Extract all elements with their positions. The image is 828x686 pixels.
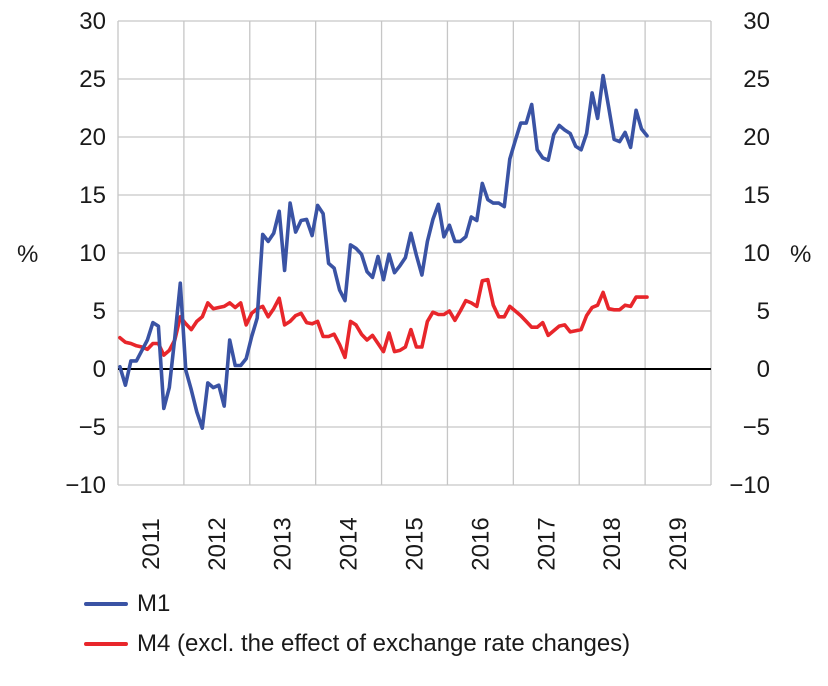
x-tick-label: 2016 <box>467 517 494 570</box>
y-tick-label-right: 10 <box>743 240 770 267</box>
y-axis-left: 30 25 20 15 10 5 0 −5 −10 <box>65 8 106 499</box>
y-tick-label-left: 25 <box>79 66 106 93</box>
y-tick-label-left: 5 <box>93 298 106 325</box>
y-tick-label-right: −10 <box>729 472 770 499</box>
y-axis-left-unit: % <box>17 241 38 268</box>
y-tick-label-left: 30 <box>79 8 106 35</box>
series-layer <box>118 73 649 431</box>
y-tick-label-left: −10 <box>65 472 106 499</box>
x-tick-label: 2019 <box>665 517 692 570</box>
y-tick-label-left: 0 <box>93 356 106 383</box>
y-tick-label-left: 15 <box>79 182 106 209</box>
series-line-m1 <box>118 73 649 431</box>
y-axis-right-unit: % <box>790 241 811 268</box>
y-tick-label-right: 15 <box>743 182 770 209</box>
y-tick-label-left: −5 <box>79 414 106 441</box>
legend-label-m1: M1 <box>137 590 171 617</box>
x-tick-label: 2018 <box>599 517 626 570</box>
x-tick-label: 2017 <box>533 517 560 570</box>
legend-swatch-m1 <box>84 602 128 606</box>
legend-label-m4: M4 (excl. the effect of exchange rate ch… <box>137 630 631 657</box>
x-tick-label: 2011 <box>138 518 165 570</box>
x-tick-label: 2014 <box>336 517 363 570</box>
gridlines <box>117 20 712 486</box>
y-tick-label-right: 0 <box>757 356 770 383</box>
y-tick-label-left: 10 <box>79 240 106 267</box>
legend-swatch-m4 <box>84 642 128 646</box>
series-line-m4 <box>118 277 649 360</box>
x-tick-label: 2013 <box>270 517 297 570</box>
y-tick-label-right: 25 <box>743 66 770 93</box>
y-tick-label-left: 20 <box>79 124 106 151</box>
x-axis: 2011 2012 2013 2014 2015 2016 2017 2018 2019 <box>138 517 692 570</box>
y-tick-label-right: 20 <box>743 124 770 151</box>
y-tick-label-right: 5 <box>757 298 770 325</box>
y-tick-label-right: −5 <box>743 414 770 441</box>
legend-item-m1: M1 <box>84 584 630 624</box>
y-tick-label-right: 30 <box>743 8 770 35</box>
y-axis-right: 30 25 20 15 10 5 0 −5 −10 <box>729 8 770 499</box>
legend: M1 M4 (excl. the effect of exchange rate… <box>84 584 630 664</box>
x-tick-label: 2012 <box>204 517 231 570</box>
legend-item-m4: M4 (excl. the effect of exchange rate ch… <box>84 624 630 664</box>
x-tick-label: 2015 <box>402 517 429 570</box>
